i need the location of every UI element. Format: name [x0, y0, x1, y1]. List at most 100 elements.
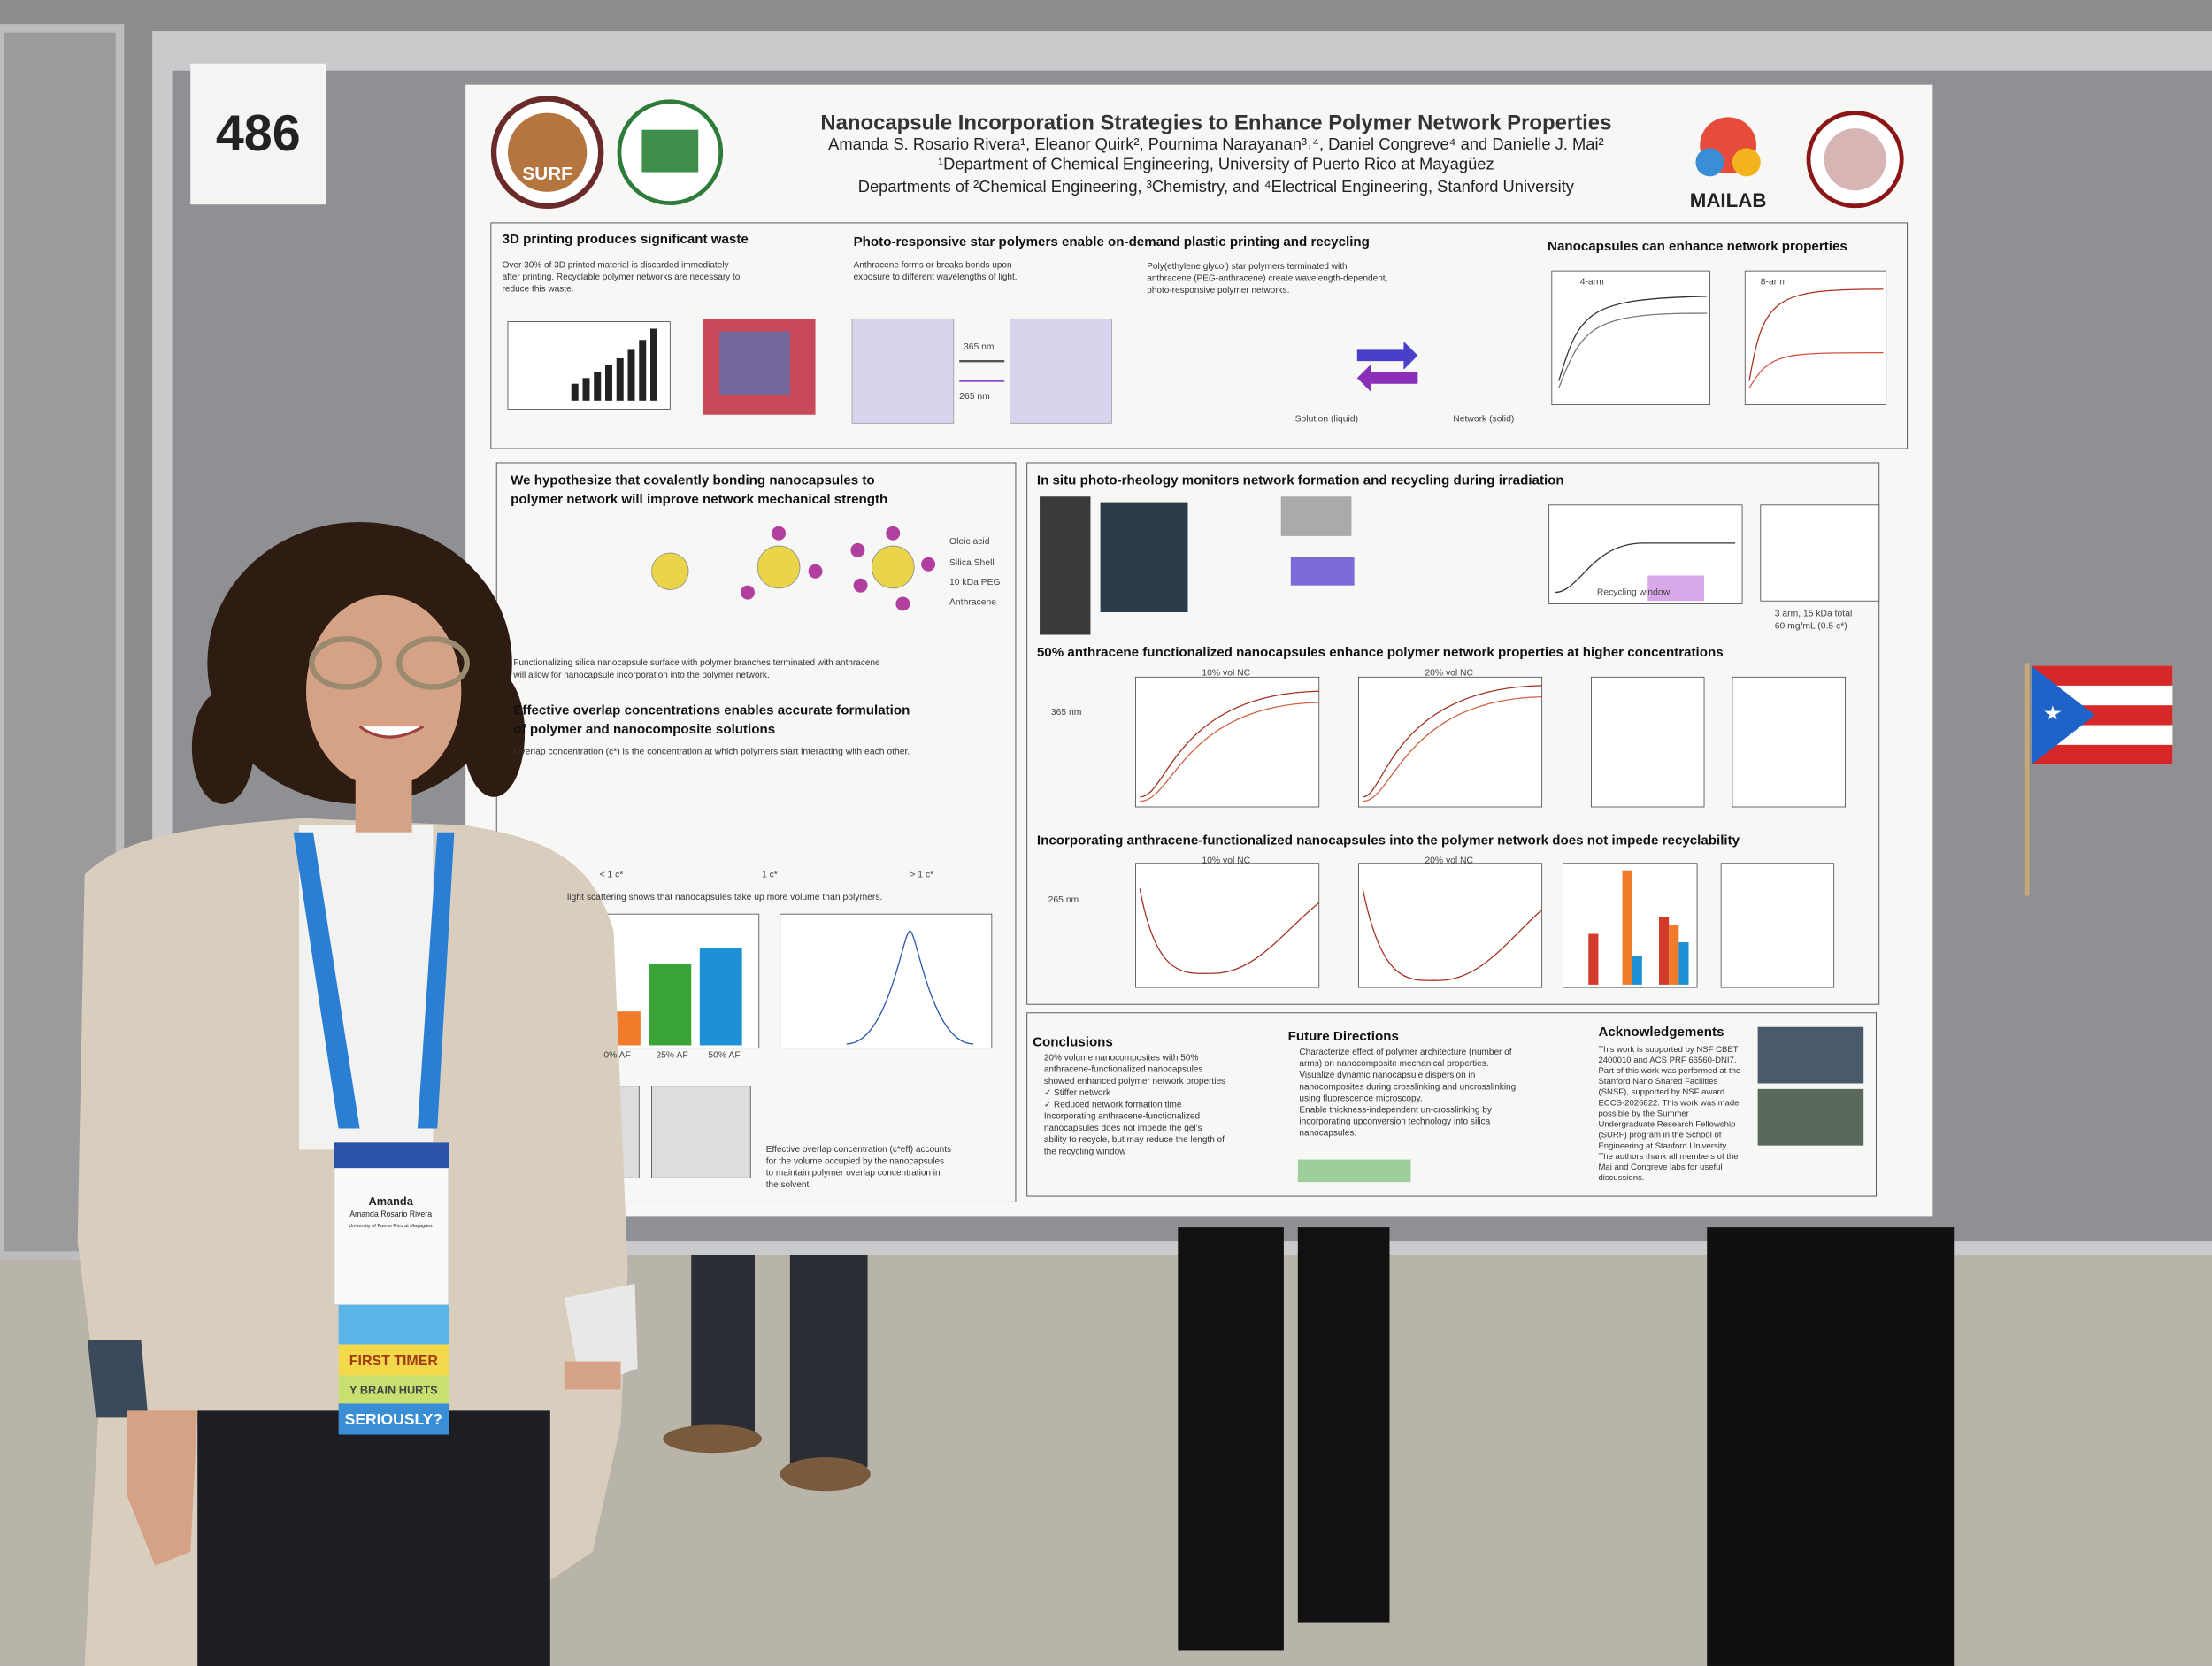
figure-label: 8-arm [1761, 278, 1785, 288]
figure-label: 50% AF [708, 1050, 740, 1060]
section-text: Overlap concentration (c*) is the concen… [513, 748, 910, 757]
section-heading: Future Directions [1288, 1029, 1399, 1044]
section-text: Engineering at Stanford University. [1598, 1141, 1728, 1151]
figure-label: Network (solid) [1453, 414, 1514, 424]
section-text: after printing. Recyclable polymer netwo… [503, 273, 741, 282]
section-text: Visualize dynamic nanocapsule dispersion… [1299, 1071, 1475, 1080]
figure-label: 10 kDa PEG [949, 578, 1001, 587]
section-heading: Acknowledgements [1598, 1025, 1724, 1040]
section-heading: Incorporating anthracene-functionalized … [1037, 833, 1740, 848]
section-text: Effective overlap concentration (c*eff) … [766, 1145, 951, 1155]
figure-label: 25% AF [656, 1050, 687, 1060]
section-heading: 50% anthracene functionalized nanocapsul… [1037, 645, 1724, 660]
leg [789, 1255, 868, 1468]
section-text: to maintain polymer overlap concentratio… [766, 1169, 941, 1178]
section-heading: In situ photo-rheology monitors network … [1037, 473, 1564, 488]
section-text: The authors thank all members of the [1598, 1152, 1738, 1162]
section-heading: of polymer and nanocomposite solutions [513, 722, 775, 737]
logo-text: SURF [522, 164, 572, 184]
section-heading: 3D printing produces significant waste [503, 232, 749, 247]
section-heading: Effective overlap concentrations enables… [513, 703, 910, 718]
section-text: Mai and Congreve labs for useful [1598, 1163, 1722, 1172]
leg [691, 1255, 755, 1440]
section-text: the solvent. [766, 1180, 811, 1190]
section-text: arms) on nanocomposite mechanical proper… [1299, 1059, 1488, 1069]
logos [490, 96, 1904, 209]
section-text: Functionalizing silica nanocapsule surfa… [513, 658, 880, 668]
section-text: anthracene (PEG-anthracene) create wavel… [1147, 274, 1387, 284]
section-text: light scattering shows that nanocapsules… [567, 893, 882, 902]
section-text: showed enhanced polymer network properti… [1044, 1077, 1225, 1086]
section-heading: We hypothesize that covalently bonding n… [511, 473, 875, 488]
section-text: 2400010 and ACS PRF 66560-DNI7. [1598, 1056, 1736, 1065]
figure-label: 365 nm [1051, 708, 1082, 718]
shoe [780, 1457, 871, 1492]
section-heading: Conclusions [1033, 1034, 1113, 1049]
person [77, 521, 638, 1666]
section-text: ECCS-2026822. This work was made [1598, 1098, 1739, 1108]
section-text: photo-responsive polymer networks. [1147, 286, 1289, 296]
section-text: Poly(ethylene glycol) star polymers term… [1147, 262, 1347, 272]
section-text: ✓ Reduced network formation time [1044, 1100, 1182, 1109]
figure-label: Oleic acid [949, 537, 990, 547]
section-text: nanocapsules does not impede the gel's [1044, 1124, 1202, 1133]
section-text: anthracene-functionalized nanocapsules [1044, 1065, 1203, 1075]
section-text: exposure to different wavelengths of lig… [854, 273, 1018, 282]
affiliation: ¹Department of Chemical Engineering, Uni… [938, 154, 1494, 173]
section-text: the recycling window [1044, 1147, 1126, 1156]
section-text: Over 30% of 3D printed material is disca… [503, 260, 729, 270]
figure-label: Silica Shell [949, 558, 995, 568]
figure-label: Recycling window [1597, 587, 1671, 597]
figure-label: Solution (liquid) [1295, 414, 1358, 424]
section-text: 20% volume nanocomposites with 50% [1044, 1053, 1199, 1063]
leg [1178, 1227, 1284, 1651]
section-text: for the volume occupied by the nanocapsu… [766, 1156, 944, 1166]
badge-name: Amanda [368, 1194, 413, 1208]
booth-number: 486 [216, 105, 301, 162]
section-text: will allow for nanocapsule incorporation… [512, 671, 769, 680]
figure-label: 20% vol NC [1425, 856, 1473, 865]
section-text: (SNSF), supported by NSF award [1598, 1087, 1724, 1097]
figure-label: 265 nm [959, 392, 990, 402]
section-text: Anthracene forms or breaks bonds upon [854, 260, 1012, 270]
figure-label: 1 c* [762, 870, 778, 879]
section-text: incorporating upconversion technology in… [1299, 1117, 1490, 1127]
section-heading: Photo-responsive star polymers enable on… [854, 234, 1370, 250]
figure-label: 4-arm [1580, 278, 1604, 288]
section-text: Stanford Nano Shared Facilities [1598, 1077, 1717, 1086]
flag [2031, 665, 2173, 765]
leg [1297, 1227, 1390, 1623]
affiliation: Departments of ²Chemical Engineering, ³C… [858, 177, 1575, 196]
figure-label: 20% vol NC [1425, 668, 1473, 678]
section-text: nanocomposites during crosslinking and u… [1299, 1082, 1516, 1092]
figure-label: 365 nm [964, 342, 995, 352]
poster-title: Nanocapsule Incorporation Strategies to … [820, 111, 1611, 135]
section-text: ✓ Stiffer network [1044, 1088, 1111, 1098]
panel [490, 222, 1909, 449]
number-card [190, 63, 326, 205]
badge-full-name: Amanda Rosario Rivera [349, 1209, 432, 1218]
figure-label: Anthracene [949, 598, 996, 608]
section-text: Undergraduate Research Fellowship [1598, 1120, 1735, 1130]
section-text: Characterize effect of polymer architect… [1299, 1048, 1511, 1057]
shoe [663, 1424, 762, 1454]
panel [1026, 462, 1880, 1005]
figure-label: 0% AF [603, 1050, 631, 1060]
section-text: Incorporating anthracene-functionalized [1044, 1112, 1200, 1122]
ribbon-text: SERIOUSLY? [345, 1410, 442, 1428]
figure-label: < 1 c* [600, 870, 624, 879]
figure-label: 10% vol NC [1202, 668, 1250, 678]
figure-label: > 1 c* [910, 870, 933, 879]
section-heading: Nanocapsules can enhance network propert… [1548, 239, 1847, 254]
section-text: Enable thickness-independent un-crosslin… [1299, 1105, 1491, 1115]
section-text: Part of this work was performed at the [1598, 1066, 1740, 1076]
person-dark [1707, 1227, 1955, 1666]
figure-label: 3 arm, 15 kDa total [1775, 609, 1853, 618]
section-text: (SURF) program in the School of [1598, 1131, 1721, 1140]
section-text: nanocapsules. [1299, 1129, 1356, 1139]
section-text: This work is supported by NSF CBET [1598, 1045, 1738, 1055]
ribbon-text: Y BRAIN HURTS [349, 1383, 438, 1396]
section-heading: polymer network will improve network mec… [511, 492, 887, 507]
section-text: discussions. [1598, 1173, 1644, 1183]
poster-authors: Amanda S. Rosario Rivera¹, Eleanor Quirk… [828, 134, 1604, 153]
